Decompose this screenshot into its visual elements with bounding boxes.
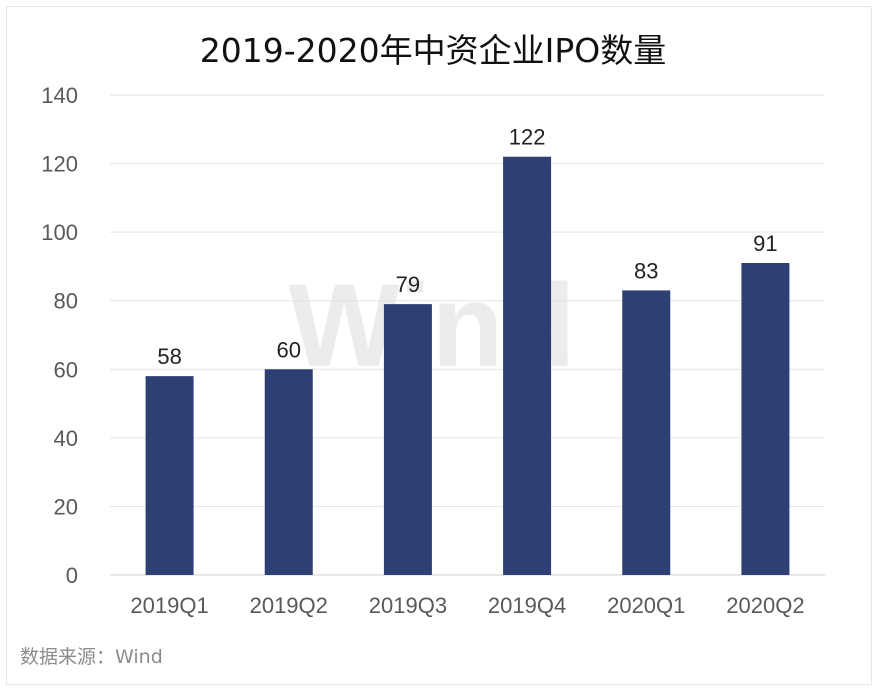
x-tick-label: 2019Q1	[130, 593, 208, 618]
y-tick-label: 60	[54, 357, 78, 382]
y-tick-label: 0	[66, 563, 78, 588]
data-label: 79	[396, 272, 420, 297]
y-axis-ticks: 0 20 40 60 80 100 120 140	[41, 83, 78, 588]
x-axis-ticks: 2019Q1 2019Q2 2019Q3 2019Q4 2020Q1 2020Q2	[130, 593, 804, 618]
y-tick-label: 80	[54, 289, 78, 314]
y-tick-label: 120	[41, 152, 78, 177]
y-tick-label: 20	[54, 494, 78, 519]
bars	[145, 156, 790, 575]
bar	[383, 304, 432, 575]
bar	[145, 376, 194, 575]
bar	[622, 290, 671, 575]
bar	[503, 156, 552, 575]
data-label: 58	[157, 344, 181, 369]
bar	[741, 263, 790, 575]
x-tick-label: 2020Q1	[607, 593, 685, 618]
data-labels: 58 60 79 122 83 91	[157, 125, 777, 369]
y-tick-label: 140	[41, 83, 78, 108]
data-label: 60	[277, 337, 301, 362]
x-tick-label: 2020Q2	[726, 593, 804, 618]
y-tick-label: 40	[54, 426, 78, 451]
gridlines	[110, 94, 825, 576]
source-note: 数据来源：Wind	[20, 646, 163, 668]
chart-title: 2019-2020年中资企业IPO数量	[200, 31, 666, 70]
data-label: 83	[634, 258, 658, 283]
x-tick-label: 2019Q3	[369, 593, 447, 618]
x-tick-label: 2019Q2	[250, 593, 328, 618]
data-label: 91	[753, 231, 777, 256]
x-tick-label: 2019Q4	[488, 593, 566, 618]
y-tick-label: 100	[41, 220, 78, 245]
bar	[264, 369, 313, 575]
data-label: 122	[509, 125, 546, 150]
